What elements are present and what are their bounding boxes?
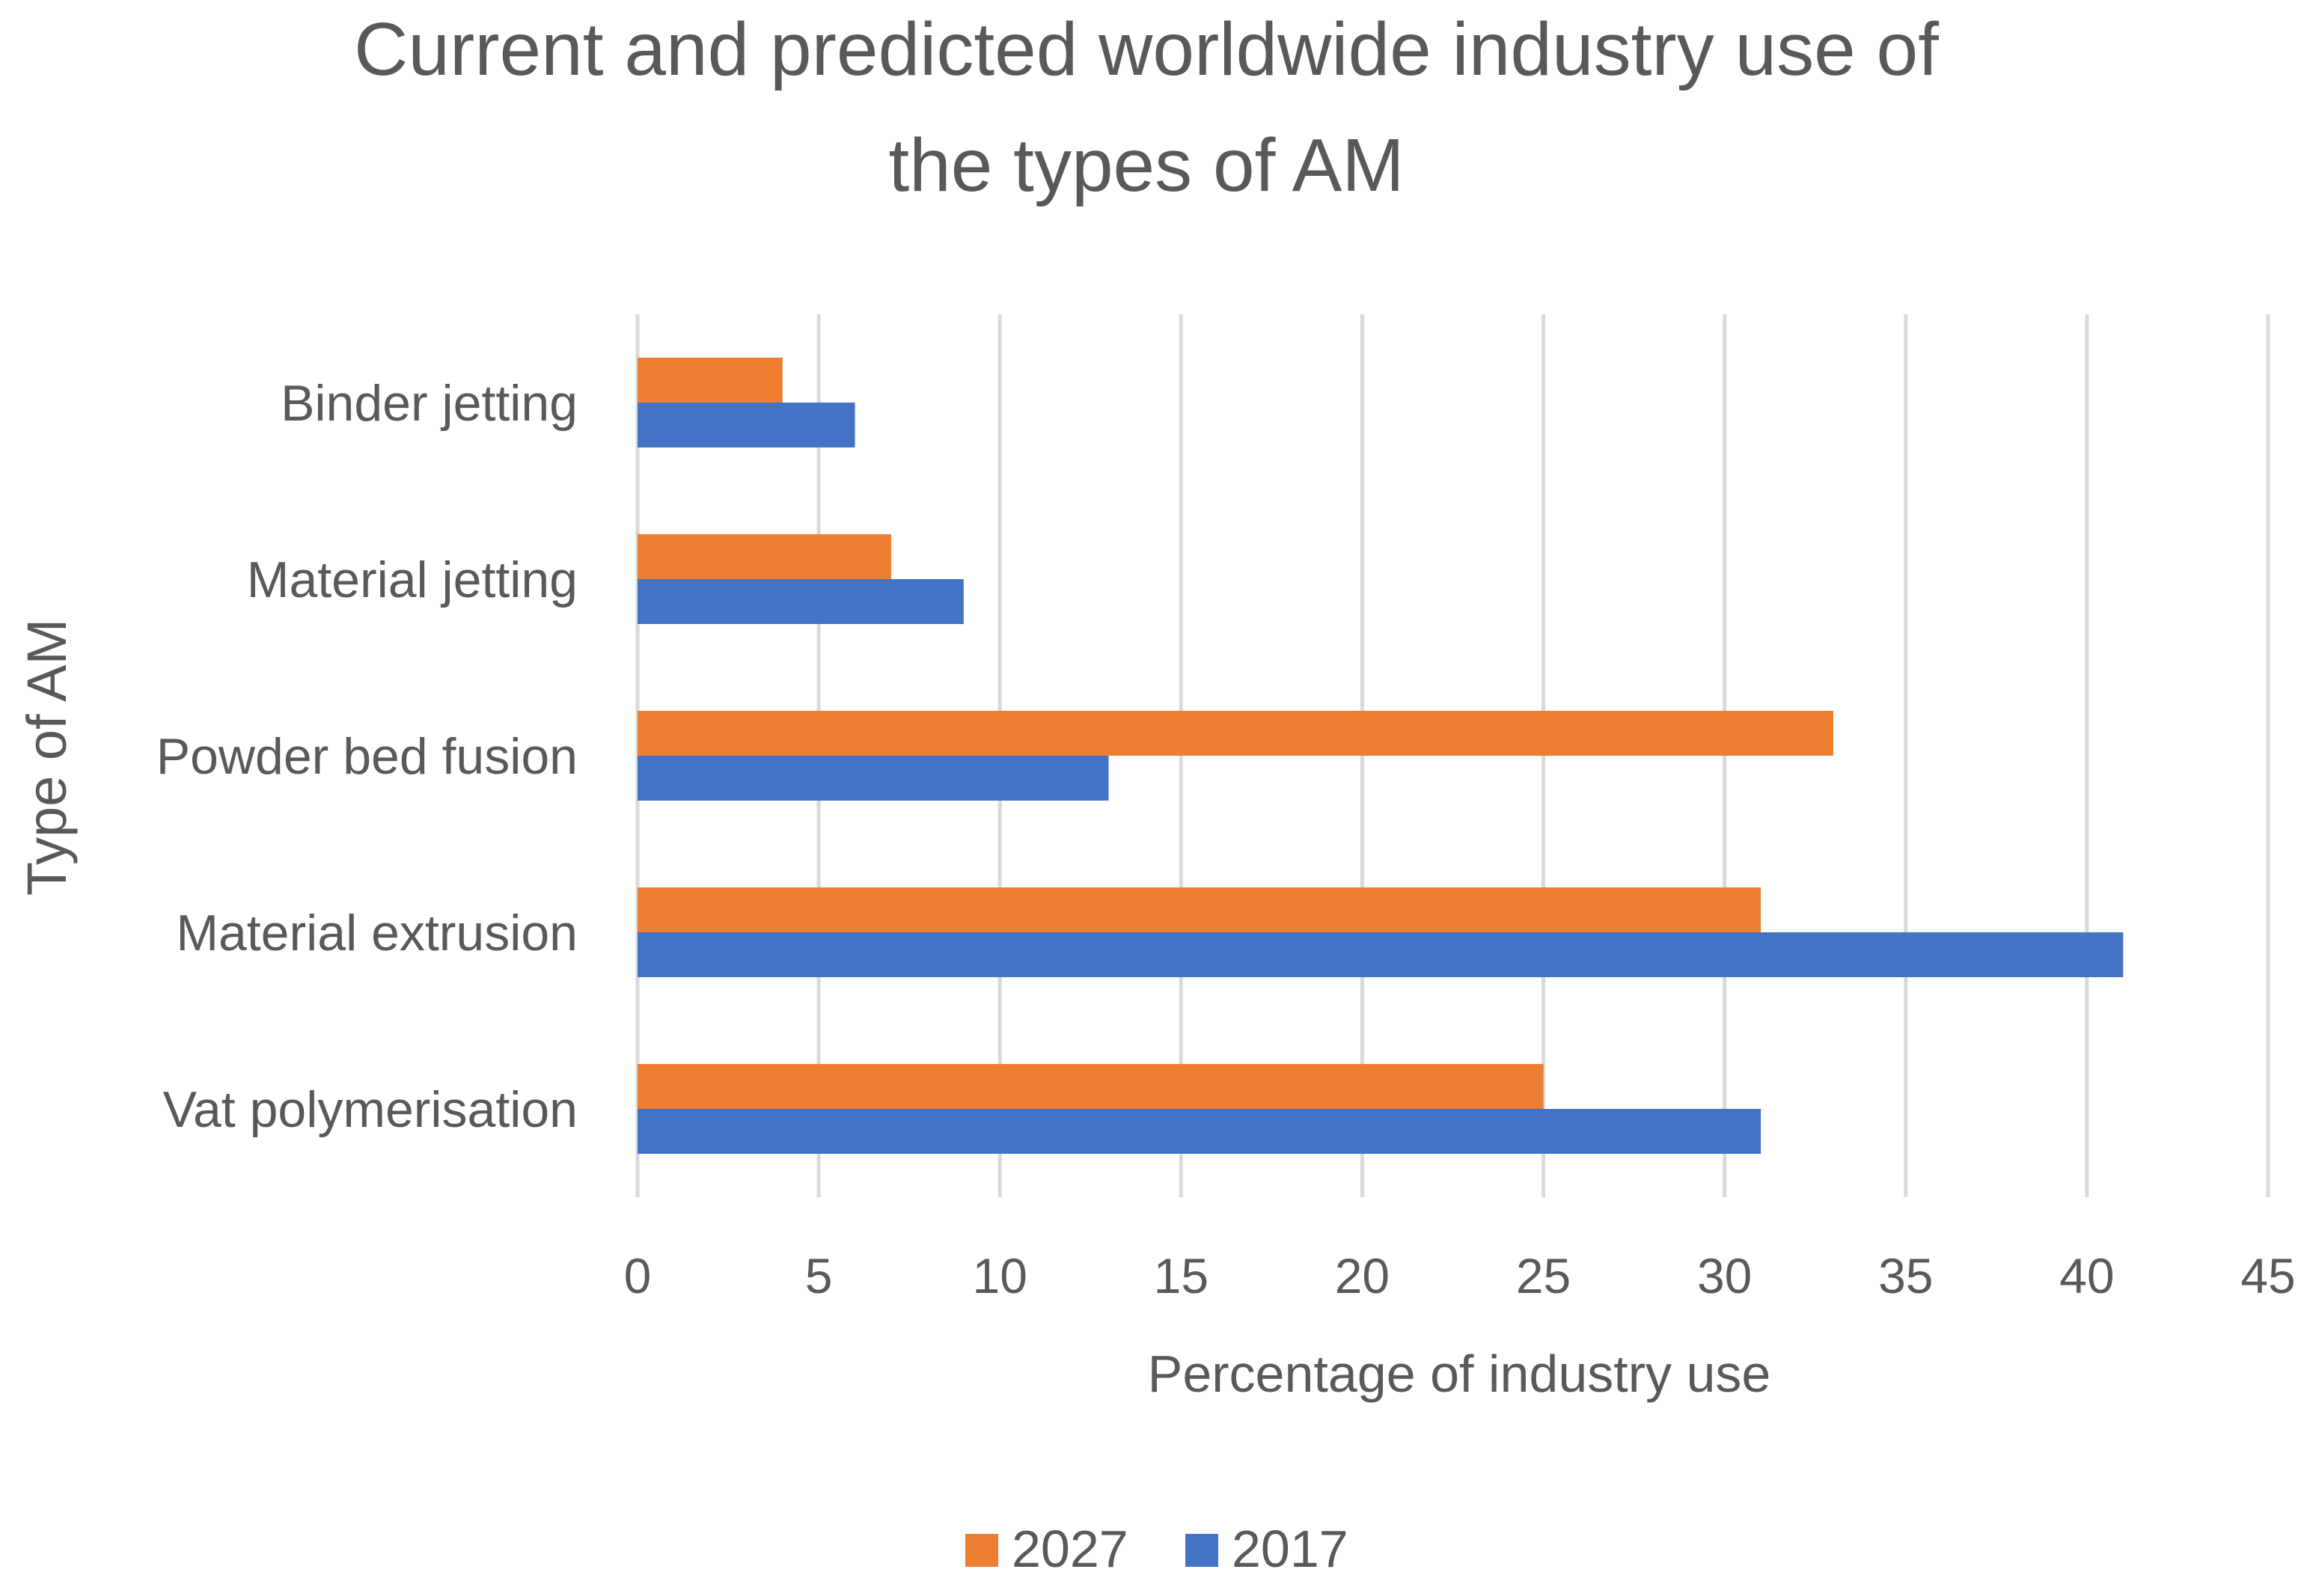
chart-title-line-1: Current and predicted worldwide industry… — [354, 7, 1939, 91]
x-tick-label-40: 40 — [2059, 1248, 2114, 1303]
legend-swatch-2017 — [1185, 1534, 1218, 1567]
bar-2027-vat-polymerisation — [638, 1064, 1544, 1109]
bar-2027-material-jetting — [638, 534, 891, 579]
legend-label-2027: 2027 — [1012, 1520, 1128, 1578]
category-labels: Binder jetting Material jetting Powder bed… — [156, 375, 578, 1138]
bar-2017-binder-jetting — [638, 403, 855, 447]
bar-2017-vat-polymerisation — [638, 1109, 1762, 1154]
bar-2027-powder-bed-fusion — [638, 711, 1833, 756]
x-tick-label-35: 35 — [1878, 1248, 1933, 1303]
chart-title-line-2: the types of AM — [888, 123, 1404, 207]
x-tick-labels: 0 5 10 15 20 25 30 35 40 45 — [624, 1248, 2296, 1303]
legend-label-2017: 2017 — [1232, 1520, 1348, 1578]
x-tick-label-45: 45 — [2240, 1248, 2295, 1303]
category-label-material-jetting: Material jetting — [247, 551, 578, 608]
category-label-material-extrusion: Material extrusion — [176, 905, 578, 961]
bars — [638, 358, 2124, 1154]
category-label-powder-bed-fusion: Powder bed fusion — [156, 728, 578, 785]
x-tick-label-25: 25 — [1516, 1248, 1571, 1303]
legend: 2027 2017 — [965, 1520, 1348, 1578]
legend-swatch-2027 — [965, 1534, 998, 1567]
x-tick-label-10: 10 — [973, 1248, 1027, 1303]
bar-2017-powder-bed-fusion — [638, 756, 1109, 801]
y-axis-title: Type of AM — [16, 619, 78, 896]
bar-2017-material-extrusion — [638, 932, 2124, 977]
bar-2027-material-extrusion — [638, 887, 1762, 932]
x-tick-label-15: 15 — [1154, 1248, 1209, 1303]
bar-2027-binder-jetting — [638, 358, 783, 403]
x-tick-label-20: 20 — [1335, 1248, 1390, 1303]
category-label-binder-jetting: Binder jetting — [281, 375, 578, 432]
x-tick-label-5: 5 — [805, 1248, 833, 1303]
category-label-vat-polymerisation: Vat polymerisation — [163, 1081, 578, 1138]
x-tick-label-0: 0 — [624, 1248, 652, 1303]
x-axis-title: Percentage of industry use — [1148, 1345, 1771, 1403]
x-tick-label-30: 30 — [1697, 1248, 1752, 1303]
bar-2017-material-jetting — [638, 579, 964, 624]
